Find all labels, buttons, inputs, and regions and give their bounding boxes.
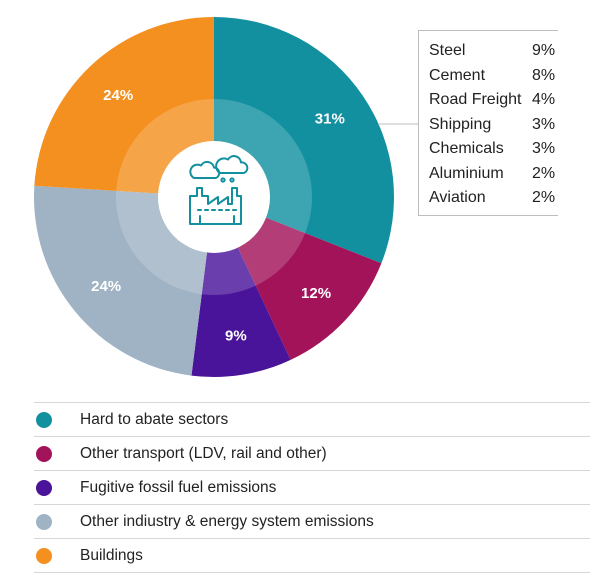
breakdown-item-value: 8%	[532, 66, 556, 84]
legend-swatch	[36, 445, 52, 462]
slice-label-fugitive-fossil-fuel-emissions: 9%	[225, 327, 247, 344]
breakdown-item-aluminium: Aluminium 2%	[429, 162, 558, 187]
legend-label: Other transport (LDV, rail and other)	[80, 444, 327, 462]
breakdown-item-name: Chemicals	[429, 140, 504, 158]
pie-slice-buildings	[34, 17, 214, 197]
pie-slice-other-indiustry-energy-system-emissions	[33, 185, 214, 376]
chart-legend: Hard to abate sectors Other transport (LD…	[34, 402, 590, 573]
breakdown-item-steel: Steel 9%	[429, 39, 558, 64]
breakdown-item-name: Aviation	[429, 189, 486, 207]
breakdown-item-name: Aluminium	[429, 164, 504, 182]
center-disc	[158, 141, 270, 253]
legend-item-fugitive-fossil-fuel-emissions: Fugitive fossil fuel emissions	[34, 470, 590, 504]
legend-label: Hard to abate sectors	[80, 410, 229, 428]
breakdown-item-name: Steel	[429, 42, 466, 60]
breakdown-item-value: 3%	[532, 140, 556, 158]
breakdown-item-aviation: Aviation 2%	[429, 186, 558, 211]
slice-label-other-indiustry-energy-system-emissions: 24%	[91, 278, 121, 295]
legend-label: Fugitive fossil fuel emissions	[80, 478, 277, 496]
breakdown-item-name: Shipping	[429, 115, 492, 133]
slice-label-buildings: 24%	[103, 87, 133, 104]
slice-label-other-transport-ldv-rail-and-other: 12%	[301, 285, 331, 302]
slice-label-hard-to-abate-sectors: 31%	[315, 110, 345, 127]
pie-slice-other-transport-ldv-rail-and-other	[214, 197, 382, 360]
legend-swatch	[36, 479, 52, 496]
breakdown-item-shipping: Shipping 3%	[429, 113, 558, 138]
factory-with-clouds-icon	[189, 155, 249, 225]
legend-swatch	[36, 411, 52, 428]
legend-swatch	[36, 513, 52, 530]
breakdown-item-cement: Cement 8%	[429, 64, 558, 89]
pie-chart: 31% 12% 9% 24% 24%	[33, 17, 418, 377]
legend-swatch	[36, 547, 52, 564]
breakdown-item-value: 2%	[532, 164, 556, 182]
breakdown-item-value: 2%	[532, 189, 556, 207]
breakdown-item-value: 3%	[532, 115, 556, 133]
breakdown-item-chemicals: Chemicals 3%	[429, 137, 558, 162]
breakdown-item-name: Road Freight	[429, 91, 522, 109]
legend-label: Other indiustry & energy system emission…	[80, 512, 374, 530]
legend-item-other-transport-ldv-rail-and-other: Other transport (LDV, rail and other)	[34, 436, 590, 470]
legend-label: Buildings	[80, 546, 143, 564]
legend-item-buildings: Buildings	[34, 538, 590, 573]
breakdown-item-name: Cement	[429, 66, 486, 84]
legend-item-hard-to-abate-sectors: Hard to abate sectors	[34, 402, 590, 436]
breakdown-item-value: 9%	[532, 42, 556, 60]
breakdown-item-value: 4%	[532, 91, 556, 109]
legend-item-other-indiustry-energy-system-emissions: Other indiustry & energy system emission…	[34, 504, 590, 538]
breakdown-callout: Steel 9% Cement 8% Road Freight 4% Shipping 3% C…	[418, 30, 558, 216]
breakdown-item-road-freight: Road Freight 4%	[429, 88, 558, 113]
